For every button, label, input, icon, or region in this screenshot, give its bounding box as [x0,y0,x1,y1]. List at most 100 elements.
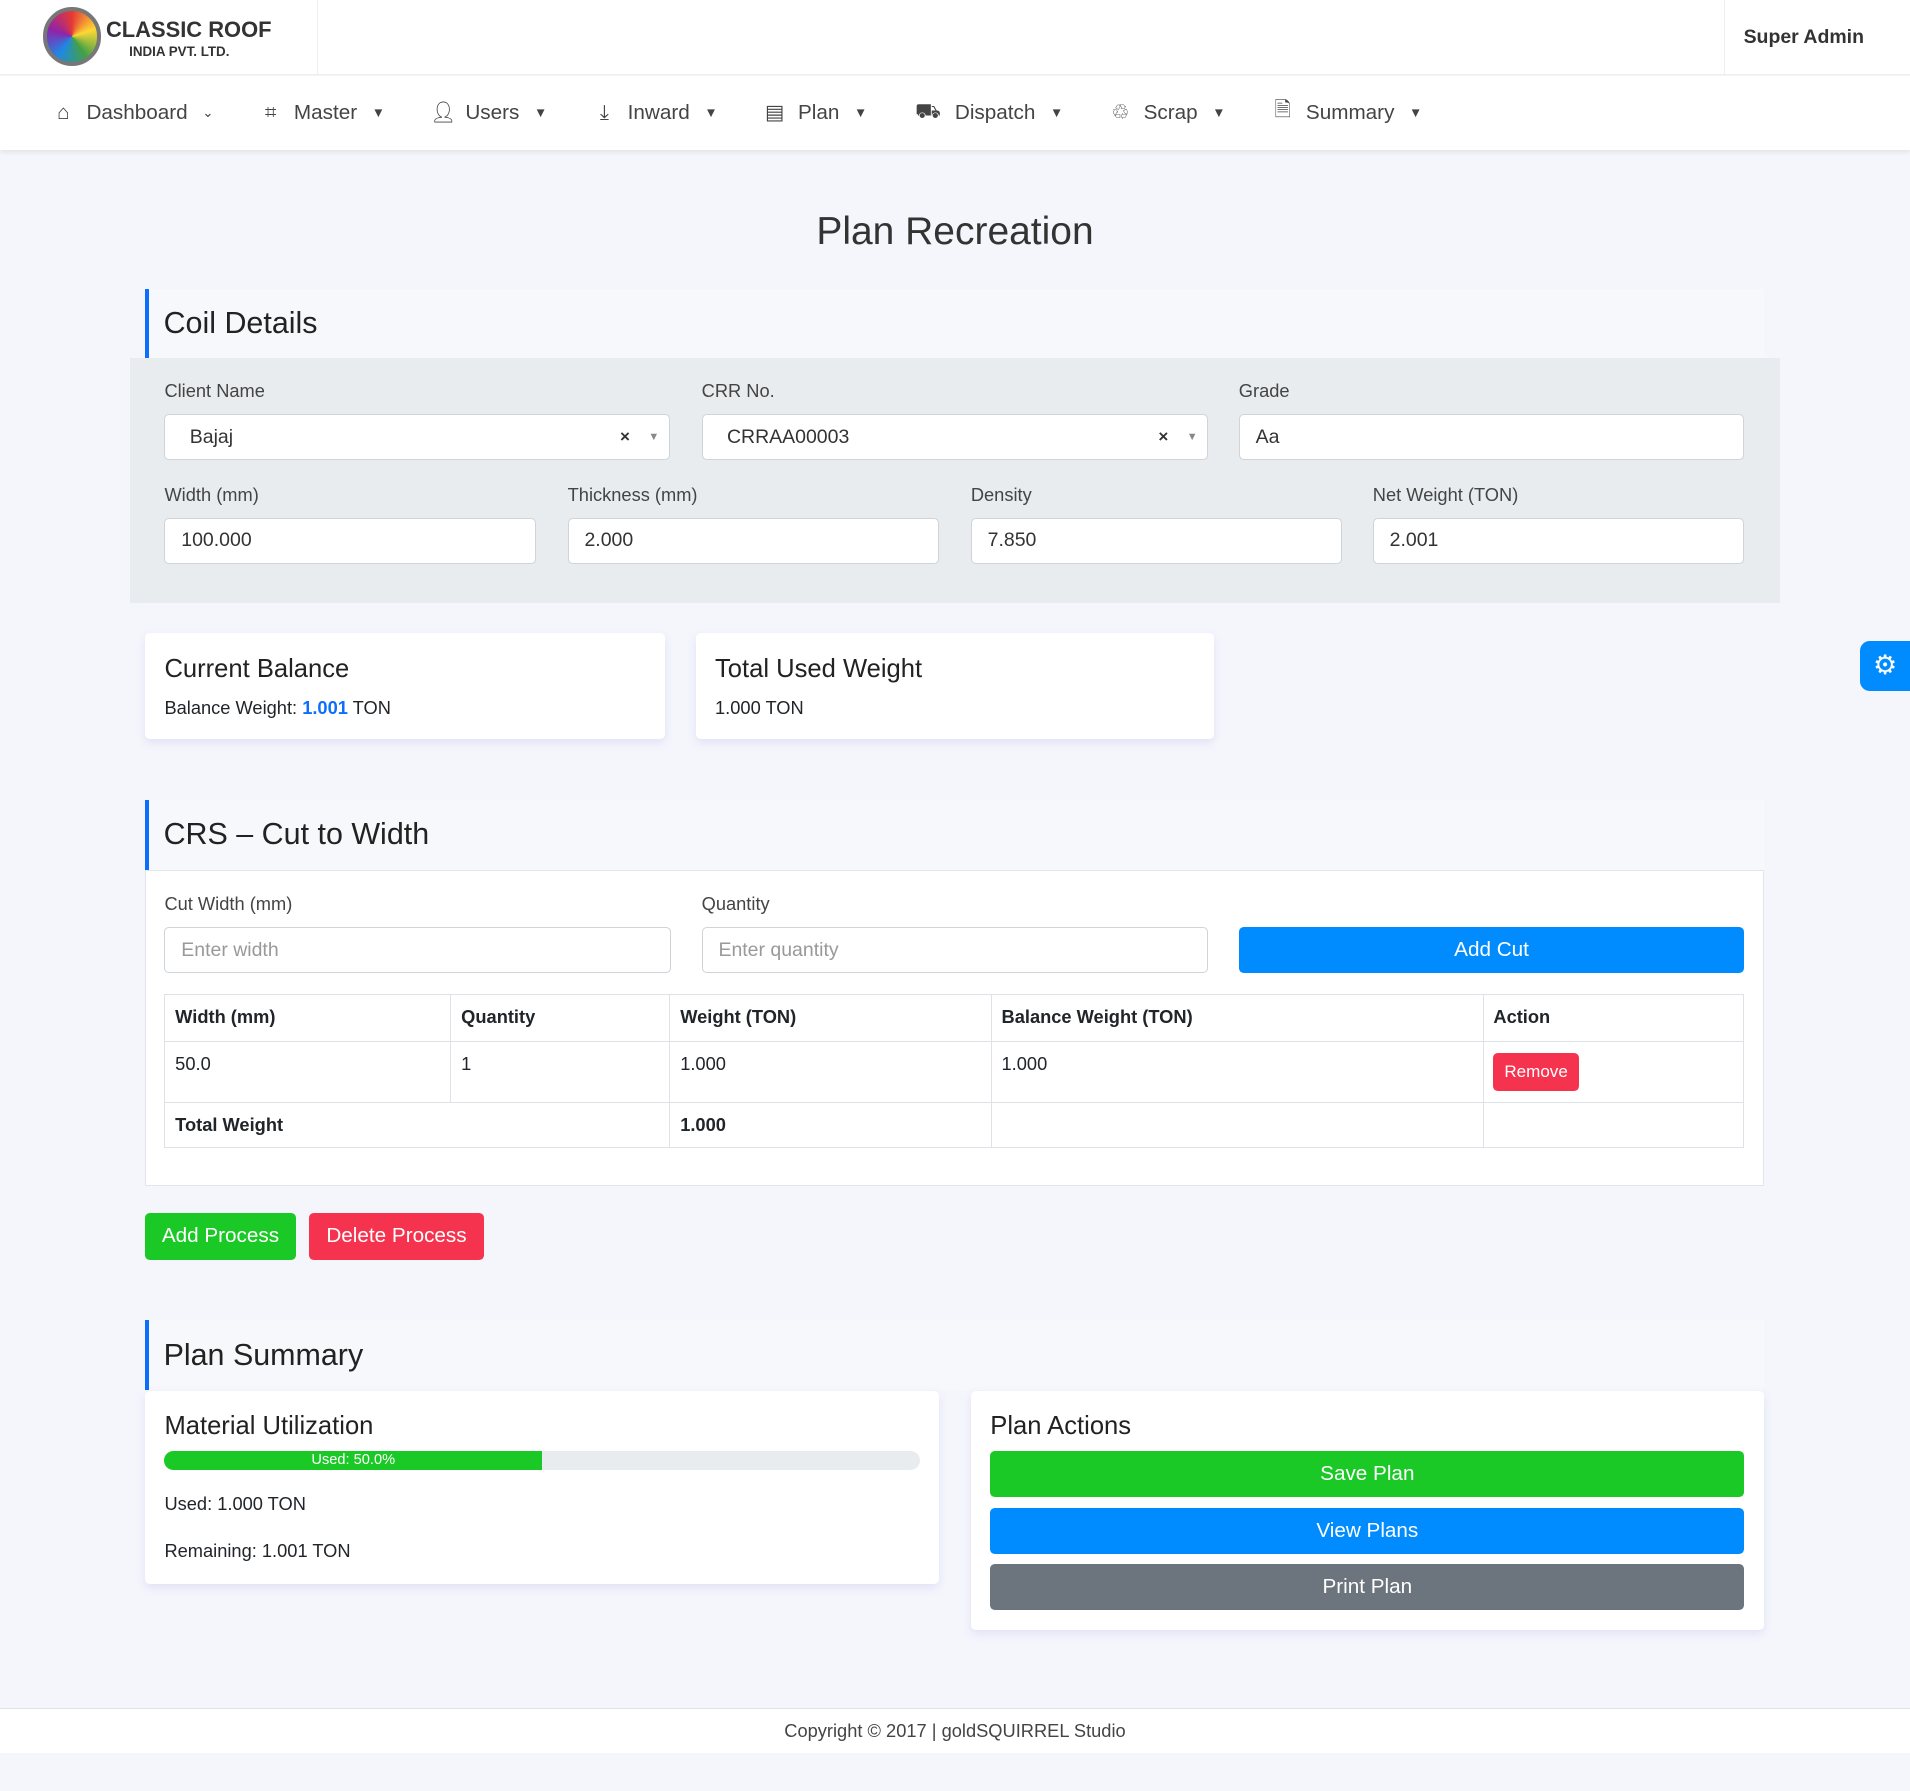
recycle-icon: ♲ [1111,101,1130,125]
footer: Copyright © 2017 | goldSQUIRREL Studio [0,1707,1910,1753]
material-utilization-card: Material Utilization Used: 1.000 TON Rem… [144,1391,940,1584]
truck-icon: ⛟ [915,99,942,123]
nav-users[interactable]: 👤︎ Users ▼ [430,101,547,125]
current-balance-card: Current Balance Balance Weight: 1.001 TO… [144,633,666,740]
caret-down-icon: ▼ [1212,105,1226,121]
empty-cell [1482,1101,1745,1148]
clear-icon[interactable]: × [620,427,630,447]
view-plans-button[interactable]: View Plans [990,1508,1745,1555]
card-title: Material Utilization [164,1411,374,1440]
nav-master[interactable]: ⌗ Master ▼ [259,101,385,125]
cell-action: Remove [1482,1041,1745,1103]
dropdown-arrow-icon: ▼ [1186,431,1198,444]
nav-label: Inward [627,100,690,124]
nav-dashboard[interactable]: ⌂ Dashboard ⌄ [51,101,213,125]
save-plan-button[interactable]: Save Plan [990,1450,1745,1498]
add-process-button[interactable]: Add Process [144,1213,296,1260]
caret-down-icon: ▼ [1050,105,1064,121]
card-title: Plan Actions [990,1411,1132,1440]
nav-label: Summary [1305,100,1395,124]
table-header-row: Width (mm) Quantity Weight (TON) Balance… [164,993,1745,1043]
balance-value: 1.001 [302,696,348,718]
width-label: Width (mm) [164,483,259,505]
total-used-card: Total Used Weight 1.000 TON [695,633,1215,740]
cut-width-input[interactable]: Enter width [164,926,672,974]
nav-inward[interactable]: ⤓ Inward ▼ [592,100,718,125]
page-title: Plan Recreation [816,209,1094,253]
balance-unit: TON [352,696,391,718]
net-weight-input[interactable]: 2.001 [1372,517,1745,564]
client-name-label: Client Name [164,380,265,402]
column-header: Action [1482,993,1745,1043]
calendar-icon: ▤ [765,101,785,125]
caret-down-icon: ▼ [1409,105,1423,121]
logo-subtext: INDIA PVT. LTD. [129,43,230,59]
settings-gear-icon[interactable]: ⚙ [1860,640,1910,691]
remaining-text: Remaining: 1.001 TON [164,1539,351,1561]
home-icon: ⌂ [57,100,70,124]
print-plan-button[interactable]: Print Plan [990,1564,1745,1611]
grade-label: Grade [1238,380,1290,402]
caret-down-icon: ▼ [534,105,548,121]
density-label: Density [970,483,1032,505]
client-name-select[interactable]: Bajaj × ▼ [164,414,670,461]
nav-scrap[interactable]: ♲ Scrap ▼ [1108,100,1225,125]
nav-dispatch[interactable]: ⛟ Dispatch ▼ [912,100,1063,126]
add-cut-button[interactable]: Add Cut [1238,926,1745,974]
column-header: Width (mm) [164,993,452,1043]
plan-actions-card: Plan Actions Save Plan View Plans Print … [970,1391,1764,1630]
crs-heading: CRS – Cut to Width [144,800,1764,870]
cut-width-label: Cut Width (mm) [164,892,293,914]
card-title: Current Balance [164,655,350,684]
width-input[interactable]: 100.000 [164,517,536,564]
total-row: Total Weight 1.000 [164,1101,1745,1148]
crr-value: CRRAA00003 [726,425,850,448]
nav-label: Dashboard [86,100,188,124]
nav-label: Users [465,100,520,124]
plan-summary-heading: Plan Summary [144,1320,1764,1390]
nav-plan[interactable]: ▤ Plan ▼ [763,100,868,125]
quantity-label: Quantity [701,892,770,914]
download-icon: ⤓ [599,100,610,124]
clear-icon[interactable]: × [1158,427,1169,447]
remove-button[interactable]: Remove [1493,1053,1579,1091]
total-label: Total Weight [164,1101,671,1148]
cut-width-placeholder: Enter width [181,938,279,961]
crr-select[interactable]: CRRAA00003 × ▼ [701,414,1209,461]
thickness-input[interactable]: 2.000 [567,517,940,564]
table-row: 50.0 1 1.000 1.000 Remove [164,1041,1745,1103]
file-icon: 🗎︎ [1274,98,1292,122]
user-menu[interactable]: Super Admin [1723,0,1883,75]
cell-balance: 1.000 [990,1041,1484,1103]
caret-down-icon: ▼ [853,105,868,121]
logo[interactable]: CLASSIC ROOF INDIA PVT. LTD. [0,0,318,75]
main-nav: ⌂ Dashboard ⌄ ⌗ Master ▼ 👤︎ Users ▼ ⤓ Inward ▼ ▤… [0,75,1910,150]
chevron-down-icon: ⌄ [202,104,214,120]
cuts-table: Width (mm) Quantity Weight (TON) Balance… [164,993,1745,1148]
quantity-placeholder: Enter quantity [718,938,839,961]
thickness-label: Thickness (mm) [567,483,698,505]
nav-summary[interactable]: 🗎︎ Summary ▼ [1271,95,1423,130]
used-text: Used: 1.000 TON [164,1493,306,1515]
quantity-input[interactable]: Enter quantity [701,926,1209,974]
nav-label: Master [293,100,358,124]
used-weight-text: 1.000 TON [715,696,804,718]
cell-width: 50.0 [164,1041,452,1103]
net-weight-label: Net Weight (TON) [1372,483,1519,505]
balance-weight-text: Balance Weight: 1.001 TON [164,697,390,719]
column-header: Quantity [450,993,671,1043]
logo-text: CLASSIC ROOF [105,17,272,43]
caret-down-icon: ▼ [371,105,385,121]
client-name-value: Bajaj [189,425,234,448]
coil-details-heading: Coil Details [144,288,1764,359]
column-header: Weight (TON) [669,993,992,1043]
user-icon: 👤︎ [430,100,457,124]
delete-process-button[interactable]: Delete Process [309,1213,484,1260]
progress-fill: Used: 50.0% [164,1450,543,1471]
nav-label: Dispatch [954,100,1036,124]
total-value: 1.000 [669,1101,992,1148]
caret-down-icon: ▼ [704,105,718,121]
grade-input[interactable]: Aa [1238,414,1745,461]
density-input[interactable]: 7.850 [970,517,1343,564]
column-header: Balance Weight (TON) [990,993,1484,1043]
